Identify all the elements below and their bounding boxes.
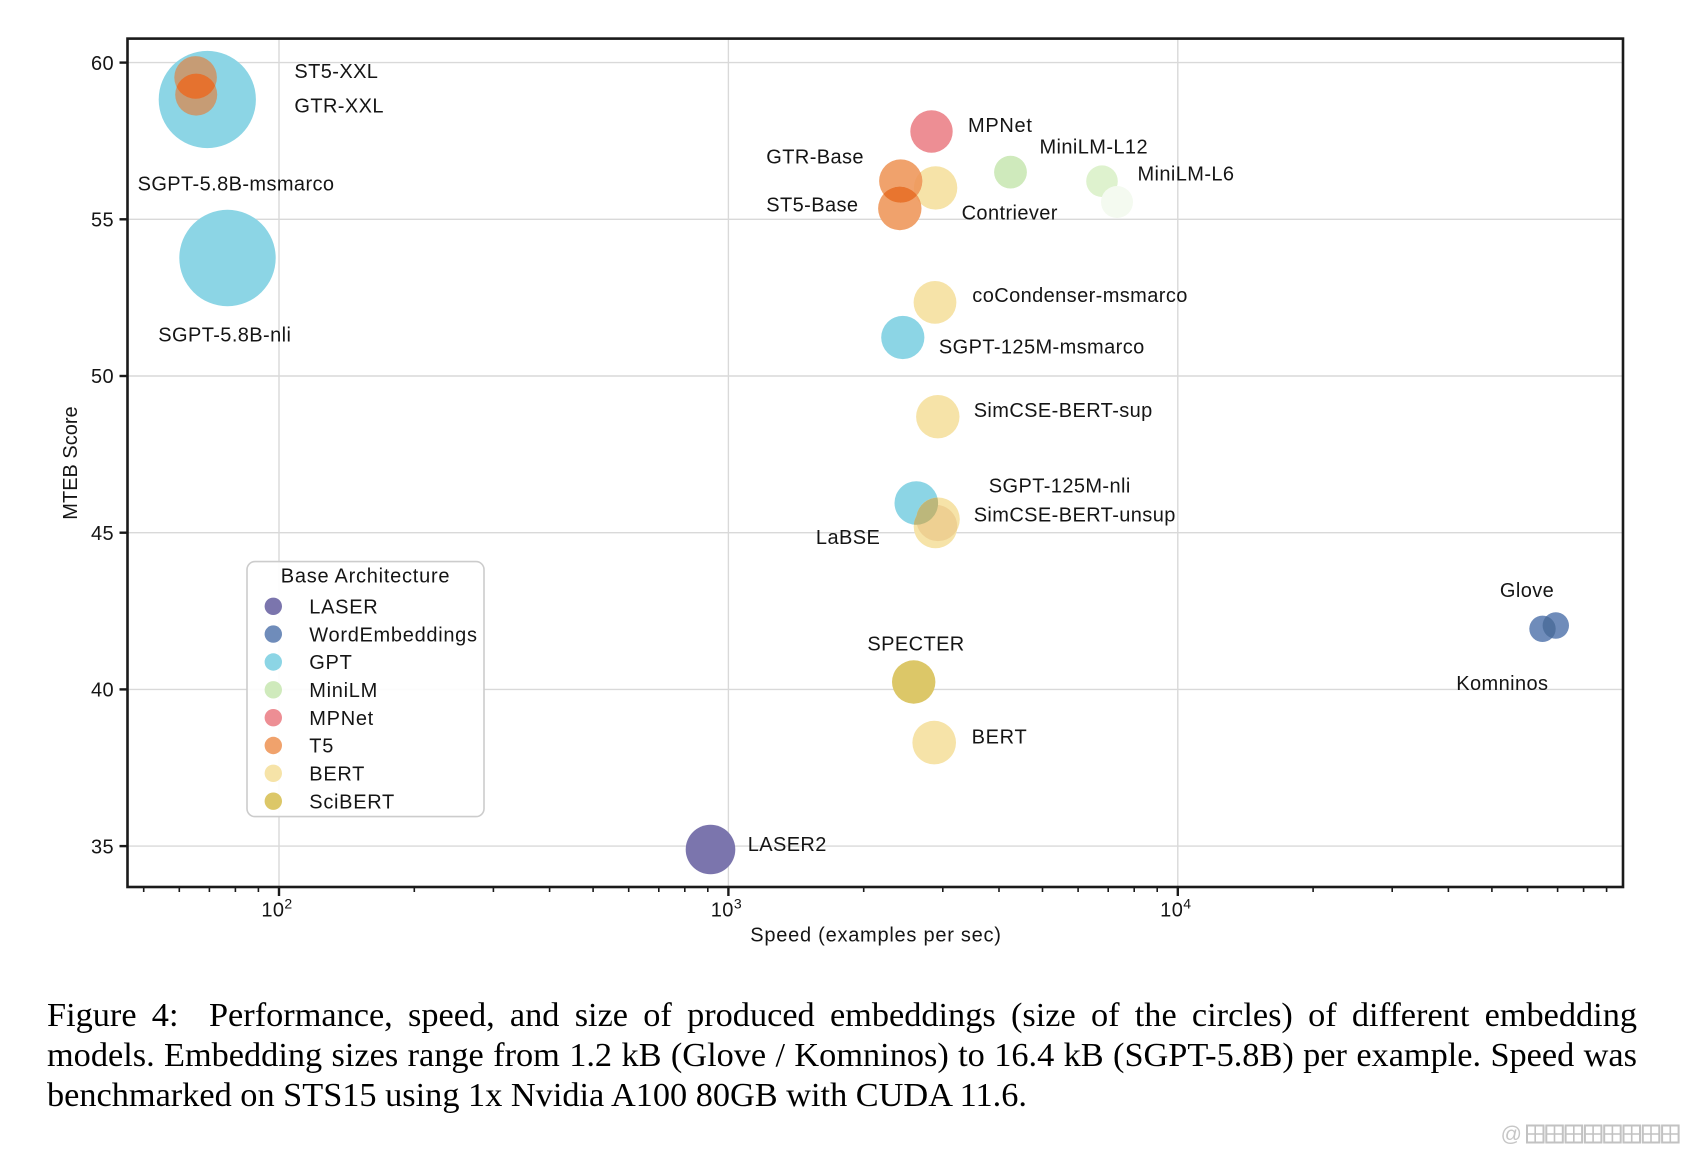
svg-text:MPNet: MPNet <box>968 115 1033 137</box>
svg-text:GTR-Base: GTR-Base <box>766 146 864 168</box>
svg-text:GPT: GPT <box>309 652 352 674</box>
svg-text:WordEmbeddings: WordEmbeddings <box>309 624 477 646</box>
svg-text:SGPT-5.8B-msmarco: SGPT-5.8B-msmarco <box>138 173 335 195</box>
svg-text:MiniLM-L12: MiniLM-L12 <box>1040 137 1148 159</box>
svg-text:MiniLM-L6: MiniLM-L6 <box>1138 164 1235 186</box>
svg-text:SGPT-125M-msmarco: SGPT-125M-msmarco <box>939 337 1145 359</box>
svg-text:SimCSE-BERT-unsup: SimCSE-BERT-unsup <box>974 505 1176 527</box>
svg-text:BERT: BERT <box>972 727 1028 749</box>
svg-text:SimCSE-BERT-sup: SimCSE-BERT-sup <box>974 400 1153 422</box>
svg-text:LASER2: LASER2 <box>748 834 827 856</box>
svg-text:SPECTER: SPECTER <box>867 633 964 655</box>
svg-text:Speed (examples per sec): Speed (examples per sec) <box>750 925 1001 947</box>
svg-text:@: @ <box>1501 1123 1522 1146</box>
svg-text:Komninos: Komninos <box>1456 673 1548 695</box>
svg-text:50: 50 <box>91 366 114 388</box>
svg-text:103: 103 <box>711 896 742 922</box>
svg-text:35: 35 <box>91 836 114 858</box>
svg-text:GTR-XXL: GTR-XXL <box>294 96 383 118</box>
svg-text:SGPT-125M-nli: SGPT-125M-nli <box>989 476 1131 498</box>
svg-text:40: 40 <box>91 680 114 702</box>
svg-text:T5: T5 <box>309 736 334 758</box>
svg-text:LASER: LASER <box>309 597 378 619</box>
svg-text:60: 60 <box>91 53 114 75</box>
svg-text:Base Architecture: Base Architecture <box>281 566 451 588</box>
svg-text:45: 45 <box>91 523 114 545</box>
svg-text:LaBSE: LaBSE <box>816 527 880 549</box>
svg-text:coCondenser-msmarco: coCondenser-msmarco <box>972 285 1187 307</box>
svg-text:MiniLM: MiniLM <box>309 680 378 702</box>
svg-text:BERT: BERT <box>309 764 365 786</box>
svg-text:SGPT-5.8B-nli: SGPT-5.8B-nli <box>158 325 291 347</box>
svg-text:ST5-Base: ST5-Base <box>766 195 858 217</box>
svg-text:MTEB Score: MTEB Score <box>60 406 82 519</box>
svg-text:Contriever: Contriever <box>962 202 1058 224</box>
svg-text:102: 102 <box>261 896 292 922</box>
svg-text:55: 55 <box>91 210 114 232</box>
svg-text:104: 104 <box>1160 896 1191 922</box>
svg-text:MPNet: MPNet <box>309 708 374 730</box>
svg-text:SciBERT: SciBERT <box>309 791 395 813</box>
svg-text:ST5-XXL: ST5-XXL <box>294 61 378 83</box>
svg-text:Glove: Glove <box>1500 580 1554 602</box>
